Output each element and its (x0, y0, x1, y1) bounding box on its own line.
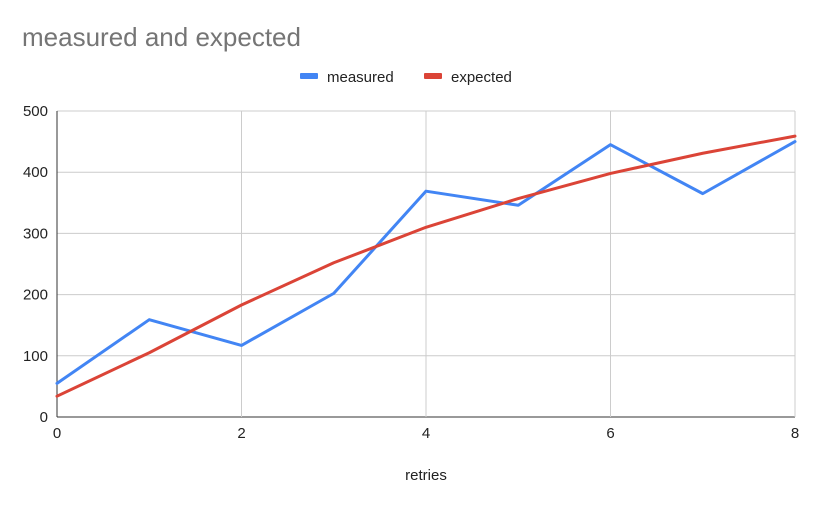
legend-swatch-expected (424, 73, 442, 79)
legend-swatch-measured (300, 73, 318, 79)
y-tick-label: 300 (23, 225, 48, 242)
y-tick-label: 500 (23, 103, 48, 120)
x-axis-label: retries (405, 467, 447, 484)
x-tick-label: 4 (422, 425, 430, 442)
y-tick-label: 100 (23, 348, 48, 365)
y-tick-label: 0 (40, 409, 48, 426)
series-lines (55, 134, 797, 398)
x-axis-ticks: 0 2 4 6 8 (53, 425, 799, 442)
x-tick-label: 6 (606, 425, 614, 442)
y-tick-label: 400 (23, 164, 48, 181)
legend-label-measured: measured (327, 69, 394, 86)
series-line-expected (55, 134, 797, 398)
chart-title: measured and expected (22, 22, 301, 52)
legend-label-expected: expected (451, 69, 512, 86)
y-tick-label: 200 (23, 287, 48, 304)
gridlines (56, 110, 796, 418)
x-tick-label: 0 (53, 425, 61, 442)
y-axis-ticks: 0 100 200 300 400 500 (23, 103, 48, 426)
series-line-measured (55, 140, 797, 385)
x-tick-label: 2 (237, 425, 245, 442)
x-tick-label: 8 (791, 425, 799, 442)
legend: measured expected (300, 69, 512, 86)
